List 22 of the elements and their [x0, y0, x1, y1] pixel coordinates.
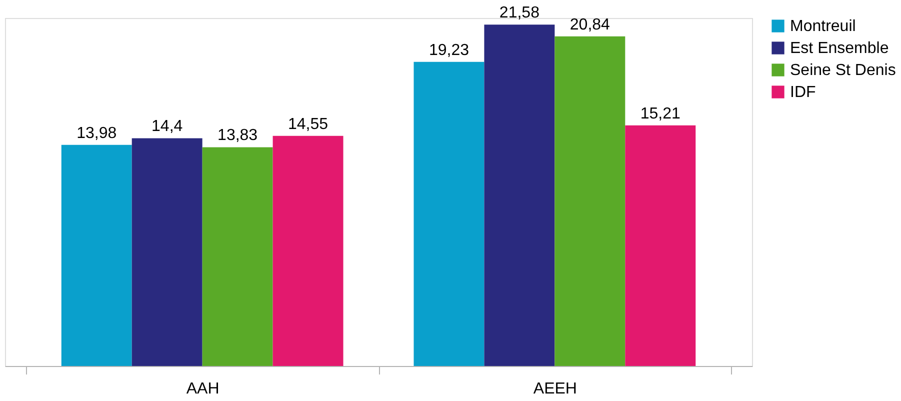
bar [61, 144, 132, 366]
data-label: 15,21 [640, 105, 681, 122]
data-label: 13,83 [218, 127, 258, 144]
legend-label: Seine St Denis [790, 62, 896, 79]
data-label: 14,55 [288, 116, 328, 133]
legend-label: Montreuil [790, 18, 856, 35]
x-tick-label: AEEH [533, 380, 577, 398]
data-label: 14,4 [152, 118, 183, 136]
bar [414, 62, 484, 366]
bar [484, 24, 555, 366]
data-label: 21,58 [499, 4, 540, 22]
legend-label: IDF [790, 84, 816, 101]
data-label: 19,23 [428, 42, 470, 59]
data-label: 20,84 [570, 16, 610, 34]
legend-label: Est Ensemble [790, 40, 889, 57]
x-tick-label: AAH [186, 380, 220, 398]
bar [132, 138, 202, 366]
bar [625, 125, 696, 366]
bar [202, 147, 273, 366]
data-label: 13,98 [76, 124, 117, 142]
bar [272, 136, 344, 366]
bar [554, 36, 626, 366]
